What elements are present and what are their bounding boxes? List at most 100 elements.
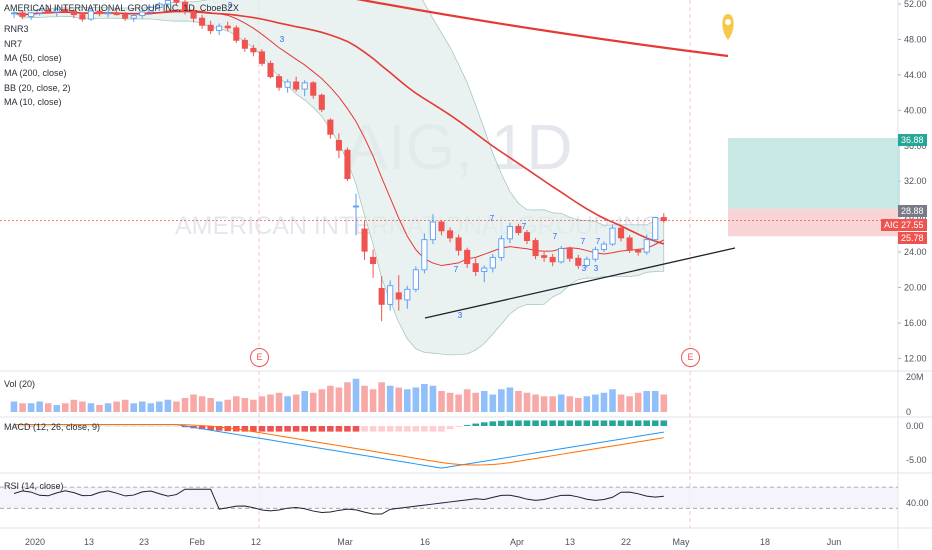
macd-histogram-bar	[480, 422, 488, 426]
macd-histogram-bar	[87, 426, 95, 427]
volume-bar	[284, 396, 291, 412]
candle-body	[284, 81, 291, 88]
x-tick-label: 23	[139, 537, 149, 547]
macd-pane-label[interactable]: MACD (12, 26, close, 9)	[4, 422, 101, 432]
volume-bar	[455, 394, 462, 412]
x-tick-label: 13	[84, 537, 94, 547]
volume-bar	[463, 389, 471, 412]
volume-bar	[250, 399, 257, 412]
x-tick-label: May	[672, 537, 690, 547]
earnings-marker-1[interactable]: E	[250, 348, 269, 367]
map-pin-dot	[725, 19, 731, 25]
macd-histogram-bar	[284, 426, 291, 432]
volume-bar	[36, 401, 43, 412]
volume-bar	[369, 389, 377, 412]
rsi-line	[13, 488, 664, 515]
macd-histogram-bar	[344, 426, 351, 432]
earnings-marker-2[interactable]: E	[681, 348, 700, 367]
candle-body	[472, 263, 479, 273]
y-tick-label: 44.00	[904, 70, 927, 80]
x-tick-label: 2020	[25, 537, 45, 547]
volume-bar	[156, 401, 163, 412]
volume-bar	[267, 394, 274, 412]
volume-bar	[609, 389, 616, 412]
macd-histogram-bar	[566, 420, 574, 426]
candle-body	[190, 10, 197, 19]
last-price-flag: 27.55	[898, 219, 927, 231]
macd-histogram-bar	[404, 426, 411, 432]
rsi-pane-label[interactable]: RSI (14, close)	[4, 481, 64, 491]
candle-body	[147, 7, 154, 13]
macd-histogram-bar	[173, 426, 180, 427]
candle-body	[652, 217, 659, 241]
map-pin-icon	[722, 14, 734, 40]
volume-bar	[421, 384, 428, 412]
candle-body	[447, 230, 454, 239]
macd-histogram-bar	[660, 420, 668, 426]
candle-body	[28, 12, 35, 17]
candle-body	[404, 288, 411, 301]
indicator-ma10[interactable]: MA (10, close)	[4, 97, 62, 108]
macd-histogram-bar	[583, 420, 591, 426]
macd-histogram-bar	[62, 426, 69, 427]
indicator-rnr3[interactable]: RNR3	[4, 24, 29, 34]
macd-histogram-bar	[617, 420, 625, 426]
macd-histogram-bar	[395, 426, 403, 432]
volume-bar	[583, 396, 591, 412]
x-tick-label: 18	[760, 537, 770, 547]
volume-bar	[557, 394, 565, 412]
candle-body	[575, 257, 582, 266]
macd-histogram-bar	[335, 426, 343, 432]
macd-histogram-bar	[455, 426, 462, 427]
candle-body	[523, 232, 531, 242]
macd-histogram-bar	[164, 426, 172, 427]
volume-bar	[549, 396, 556, 412]
candle-body	[293, 81, 300, 90]
volume-bar	[344, 382, 351, 412]
macd-histogram-bar	[130, 426, 137, 427]
ma200-line	[356, 0, 729, 58]
stop-price-flag: 25.78	[898, 232, 927, 244]
x-tick-label: Jun	[827, 537, 842, 547]
candle-body	[335, 139, 342, 151]
candle-body	[301, 82, 308, 90]
volume-bar	[498, 389, 505, 412]
stop-zone	[728, 208, 900, 237]
macd-histogram-bar	[429, 426, 437, 432]
candle-body	[515, 225, 522, 234]
volume-bar	[241, 398, 249, 412]
candle-body	[19, 12, 26, 17]
candle-body	[455, 237, 462, 251]
volume-bar	[215, 401, 223, 412]
candle-body	[592, 248, 599, 260]
y-tick-label: 12.00	[904, 353, 927, 363]
indicator-bb[interactable]: BB (20, close, 2)	[4, 82, 71, 93]
entry-price-flag: 28.88	[898, 205, 927, 217]
volume-bar	[19, 403, 26, 412]
candle-body	[79, 14, 86, 20]
volume-pane-label[interactable]: Vol (20)	[4, 379, 36, 389]
volume-bar	[173, 401, 180, 412]
x-tick-label: 16	[420, 537, 430, 547]
volume-bar	[96, 405, 103, 412]
symbol-flag: AIG	[881, 219, 903, 231]
volume-bar	[70, 399, 78, 412]
candle-body	[62, 8, 69, 12]
indicator-ma200[interactable]: MA (200, close)	[4, 68, 67, 79]
indicator-nr7[interactable]: NR7	[4, 38, 23, 49]
candle-body	[241, 39, 248, 49]
candle-body	[626, 237, 633, 251]
indicator-ma50[interactable]: MA (50, close)	[4, 53, 62, 64]
macd-histogram-bar	[438, 426, 445, 432]
macd-histogram-bar	[181, 426, 189, 428]
macd-histogram-bar	[318, 426, 326, 432]
macd-histogram-bar	[96, 426, 103, 427]
volume-bar	[566, 396, 574, 412]
y-tick-label: 20.00	[904, 283, 927, 293]
macd-histogram-bar	[369, 426, 377, 432]
candle-body	[635, 249, 642, 253]
candle-body	[438, 221, 445, 232]
volume-bar	[224, 399, 232, 412]
